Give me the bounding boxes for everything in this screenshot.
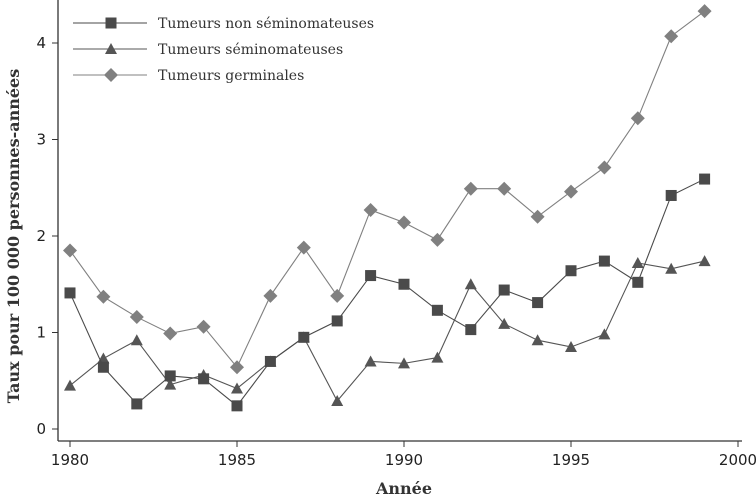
legend-item: Tumeurs séminomateuses (73, 42, 343, 58)
triangle-marker (665, 262, 678, 274)
triangle-marker (64, 379, 76, 391)
diamond-marker (230, 360, 244, 375)
triangle-marker (631, 257, 644, 269)
legend-label: Tumeurs germinales (158, 68, 304, 84)
square-marker (665, 189, 677, 201)
square-marker (105, 17, 117, 29)
square-marker (264, 355, 276, 367)
diamond-marker (63, 243, 77, 258)
x-tick-label: 2000 (719, 451, 756, 469)
diamond-marker (497, 181, 512, 196)
triangle-marker (130, 334, 143, 346)
legend-label: Tumeurs non séminomateuses (158, 16, 374, 32)
triangle-marker (231, 382, 243, 394)
square-marker (64, 287, 76, 299)
diamond-marker (664, 29, 679, 44)
series-line (69, 260, 705, 402)
series-diamond (63, 4, 712, 375)
square-marker (565, 265, 577, 277)
x-tick-label: 1990 (385, 451, 423, 469)
square-marker (632, 276, 644, 288)
legend-item: Tumeurs non séminomateuses (73, 16, 374, 32)
diamond-marker (196, 319, 211, 334)
triangle-marker (431, 351, 444, 363)
square-marker (164, 370, 176, 382)
diamond-marker (104, 68, 118, 82)
y-tick-label: 3 (36, 131, 46, 149)
series-square (64, 173, 711, 412)
square-marker (331, 315, 343, 327)
y-tick-label: 4 (36, 34, 46, 52)
diamond-marker (330, 288, 345, 303)
x-tick-label: 1995 (552, 451, 590, 469)
square-marker (298, 331, 310, 343)
x-tick-label: 1985 (218, 451, 256, 469)
y-axis-label: Taux pour 100 000 personnes-années (4, 69, 23, 403)
legend: Tumeurs non séminomateuses Tumeurs sémino… (73, 16, 374, 84)
triangle-marker (364, 355, 377, 367)
axes: 0 1 2 3 4 1980 1985 1990 1995 2000 (36, 0, 756, 469)
square-marker (498, 284, 510, 296)
triangle-marker (498, 317, 511, 329)
diamond-marker (463, 181, 478, 196)
triangle-marker (464, 278, 477, 290)
y-tick-label: 0 (36, 420, 46, 438)
y-tick-label: 2 (36, 227, 46, 245)
square-marker (231, 400, 243, 412)
square-marker (465, 324, 477, 336)
triangle-marker (331, 395, 344, 407)
x-axis-label: Année (375, 479, 432, 498)
diamond-marker (597, 160, 612, 175)
triangle-marker (531, 334, 544, 346)
diamond-marker (564, 184, 578, 199)
diamond-marker (163, 326, 178, 341)
square-marker (97, 361, 109, 373)
triangle-marker (164, 378, 177, 390)
diamond-marker (397, 215, 411, 230)
square-marker (699, 173, 711, 185)
square-marker (398, 278, 410, 290)
diamond-marker (630, 111, 645, 126)
triangle-marker (398, 357, 410, 369)
diamond-marker (530, 209, 545, 224)
y-tick-label: 1 (36, 324, 46, 342)
diamond-marker (363, 202, 378, 217)
triangle-marker (598, 328, 611, 340)
x-tick-label: 1980 (51, 451, 89, 469)
series-group (63, 4, 712, 412)
legend-item: Tumeurs germinales (73, 68, 304, 84)
triangle-marker (698, 255, 711, 267)
square-marker (365, 270, 377, 282)
square-marker (431, 304, 443, 316)
series-line (69, 10, 705, 369)
diamond-marker (96, 289, 111, 304)
diamond-marker (430, 232, 445, 247)
square-marker (598, 255, 610, 267)
triangle-marker (565, 340, 577, 352)
diamond-marker (296, 240, 311, 255)
triangle-marker (105, 43, 117, 54)
diamond-marker (697, 4, 712, 19)
square-marker (131, 398, 143, 410)
diamond-marker (263, 288, 278, 303)
square-marker (198, 373, 210, 385)
diamond-marker (129, 310, 144, 325)
legend-label: Tumeurs séminomateuses (158, 42, 343, 58)
series-line (69, 178, 705, 407)
square-marker (532, 297, 544, 309)
